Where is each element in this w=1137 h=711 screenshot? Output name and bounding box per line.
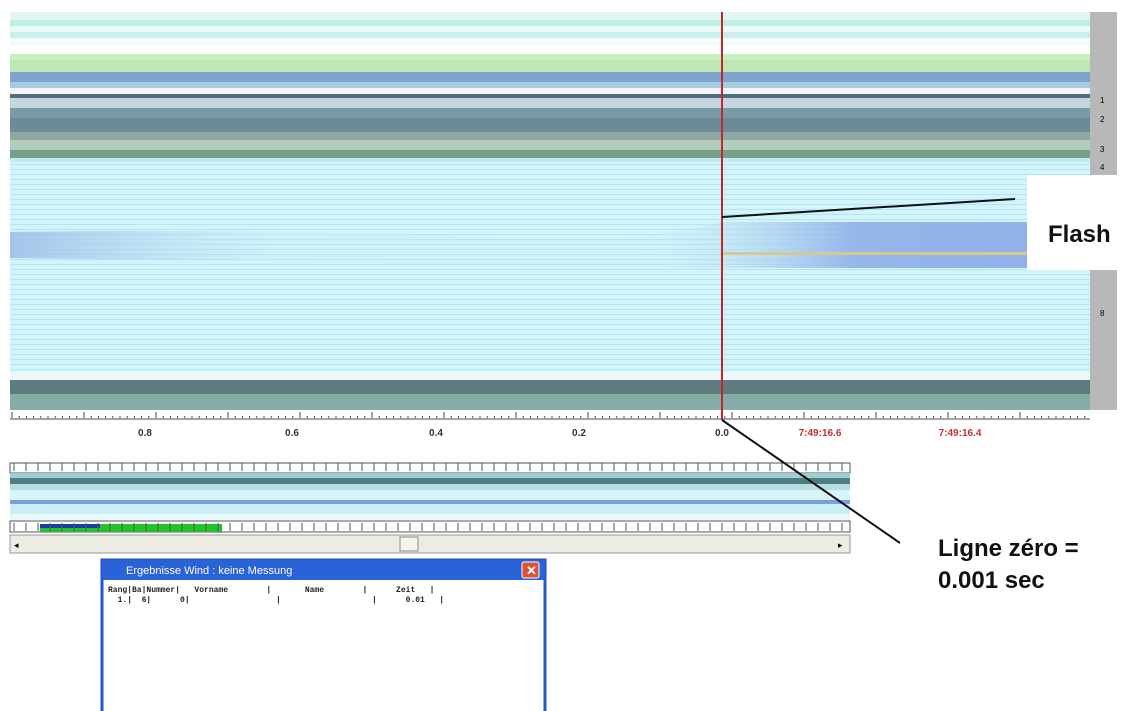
image-line — [10, 164, 1090, 165]
screenshot: 12348 0.80.60.40.20.07:49:16.67:49:16.4 … — [0, 0, 1137, 711]
image-line — [10, 269, 1090, 270]
strip-band — [10, 514, 850, 520]
strip-band — [10, 500, 850, 504]
image-band — [10, 88, 1090, 94]
scroll-right[interactable]: ▸ — [838, 540, 843, 550]
time-label: 0.4 — [429, 428, 443, 439]
image-line — [10, 294, 1090, 295]
strip-band — [10, 473, 850, 478]
image-line — [10, 209, 1090, 210]
image-band — [10, 108, 1090, 118]
time-label: 7:49:16.4 — [939, 428, 982, 439]
image-line — [10, 174, 1090, 175]
image-band — [10, 82, 1090, 88]
strip-ruler — [10, 463, 850, 473]
strip-band — [10, 478, 850, 484]
image-band — [10, 132, 1090, 140]
image-band — [10, 94, 1090, 98]
image-line — [10, 184, 1090, 185]
image-line — [10, 179, 1090, 180]
image-line — [10, 194, 1090, 195]
image-line — [10, 279, 1090, 280]
lane-label: 3 — [1100, 145, 1105, 154]
image-band — [10, 158, 1090, 162]
image-line — [10, 364, 1090, 365]
strip-band — [10, 484, 850, 490]
image-line — [10, 359, 1090, 360]
image-band — [10, 60, 1090, 72]
close-icon[interactable]: ✕ — [526, 563, 537, 578]
image-band — [10, 98, 1090, 108]
image-line — [10, 344, 1090, 345]
lane-label: 1 — [1100, 96, 1105, 105]
image-line — [10, 339, 1090, 340]
image-line — [10, 219, 1090, 220]
scroll-thumb[interactable] — [400, 537, 418, 551]
image-line — [10, 354, 1090, 355]
lane-label: 8 — [1100, 309, 1105, 318]
image-line — [10, 329, 1090, 330]
progress — [40, 524, 100, 528]
finish-image — [10, 12, 1090, 410]
image-band — [10, 20, 1090, 26]
time-label: 0.2 — [572, 428, 586, 439]
image-band — [10, 118, 1090, 132]
scroll-left[interactable]: ◂ — [14, 540, 19, 550]
image-line — [10, 334, 1090, 335]
image-line — [10, 284, 1090, 285]
image-line — [10, 324, 1090, 325]
overview-strip — [10, 463, 850, 532]
image-line — [10, 304, 1090, 305]
image-line — [10, 274, 1090, 275]
flash-label: Flash — [1048, 221, 1111, 248]
image-line — [10, 299, 1090, 300]
image-line — [10, 189, 1090, 190]
image-band — [10, 380, 1090, 394]
zero-label: 0.001 sec — [938, 567, 1045, 594]
lane-label: 2 — [1100, 115, 1105, 124]
results-window: Ergebnisse Wind : keine Messung ✕ Rang|B… — [102, 560, 545, 711]
image-band — [10, 26, 1090, 32]
image-line — [10, 309, 1090, 310]
zero-label: Ligne zéro = — [938, 535, 1079, 562]
scrollbar[interactable] — [10, 535, 850, 553]
image-line — [10, 289, 1090, 290]
table-row: 1.| 6| 0| | | 0.01 | — [108, 596, 444, 605]
image-band — [10, 38, 1090, 46]
image-line — [10, 169, 1090, 170]
image-line — [10, 349, 1090, 350]
image-band — [10, 32, 1090, 38]
strip-band — [10, 504, 850, 514]
image-line — [10, 199, 1090, 200]
time-label: 7:49:16.6 — [799, 428, 842, 439]
time-ruler — [10, 410, 1090, 422]
image-band — [10, 46, 1090, 54]
strip-band — [10, 490, 850, 500]
image-band — [10, 372, 1090, 380]
time-label: 0.6 — [285, 428, 299, 439]
image-line — [10, 314, 1090, 315]
image-band — [10, 54, 1090, 60]
image-line — [10, 319, 1090, 320]
image-line — [10, 369, 1090, 370]
image-band — [10, 394, 1090, 410]
table-header: Rang|Ba|Nummer| Vorname | Name | Zeit | — [108, 586, 434, 595]
lane-label: 4 — [1100, 163, 1105, 172]
image-line — [10, 214, 1090, 215]
time-label: 0.8 — [138, 428, 152, 439]
image-band — [10, 72, 1090, 82]
image-band — [10, 12, 1090, 20]
image-band — [10, 140, 1090, 150]
window-title: Ergebnisse Wind : keine Messung — [126, 565, 292, 577]
image-band — [10, 150, 1090, 158]
time-label: 0.0 — [715, 428, 729, 439]
